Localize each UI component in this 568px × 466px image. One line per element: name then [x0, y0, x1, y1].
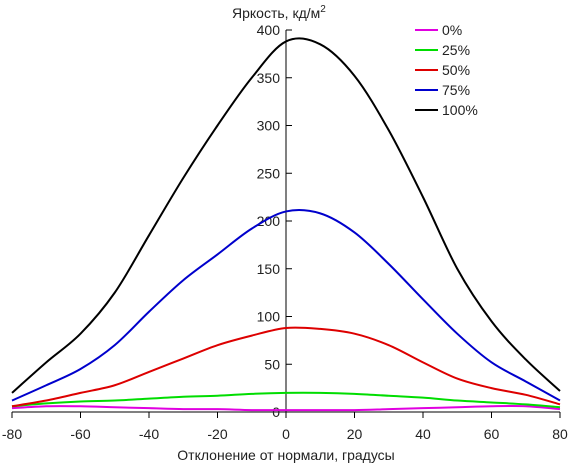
x-tick-label: 0: [282, 426, 290, 442]
x-tick-label: -60: [70, 426, 90, 442]
y-axis-title-superscript: 2: [320, 4, 326, 15]
x-axis-title: Отклонение от нормали, градусы: [177, 447, 394, 463]
x-tick-label: 80: [552, 426, 568, 442]
x-tick-label: -20: [207, 426, 227, 442]
x-tick-label: 60: [484, 426, 500, 442]
legend: 0% 25% 50% 75% 100%: [415, 22, 478, 118]
series-line-2: [11, 326, 561, 408]
x-tick-label: -40: [139, 426, 159, 442]
y-tick-label: 50: [264, 356, 280, 372]
series-line-0: [11, 405, 561, 412]
y-tick-label: 300: [257, 118, 281, 134]
legend-label: 75%: [442, 82, 470, 98]
series-group: [11, 37, 561, 412]
y-tick-group: 0 50 100 150 200 250 300 350 400: [257, 22, 292, 420]
y-tick-label: 0: [272, 404, 280, 420]
x-tick-label: -80: [2, 426, 22, 442]
y-tick-label: 150: [257, 261, 281, 277]
series-line-3: [11, 209, 561, 402]
series-line-1: [11, 391, 561, 409]
y-tick-label: 350: [257, 70, 281, 86]
y-axis-title: Яркость, кд/м2: [232, 4, 326, 21]
legend-label: 0%: [442, 22, 462, 38]
series-line-4: [11, 37, 561, 394]
x-tick-group: -80 -60 -40 -20 0 20 40 60 80: [2, 412, 568, 442]
x-tick-label: 20: [347, 426, 363, 442]
y-tick-label: 200: [257, 213, 281, 229]
y-tick-label: 100: [257, 309, 281, 325]
legend-label: 25%: [442, 42, 470, 58]
legend-label: 50%: [442, 62, 470, 78]
x-tick-label: 40: [415, 426, 431, 442]
y-tick-label: 250: [257, 165, 281, 181]
y-tick-label: 400: [257, 22, 281, 38]
legend-label: 100%: [442, 102, 478, 118]
